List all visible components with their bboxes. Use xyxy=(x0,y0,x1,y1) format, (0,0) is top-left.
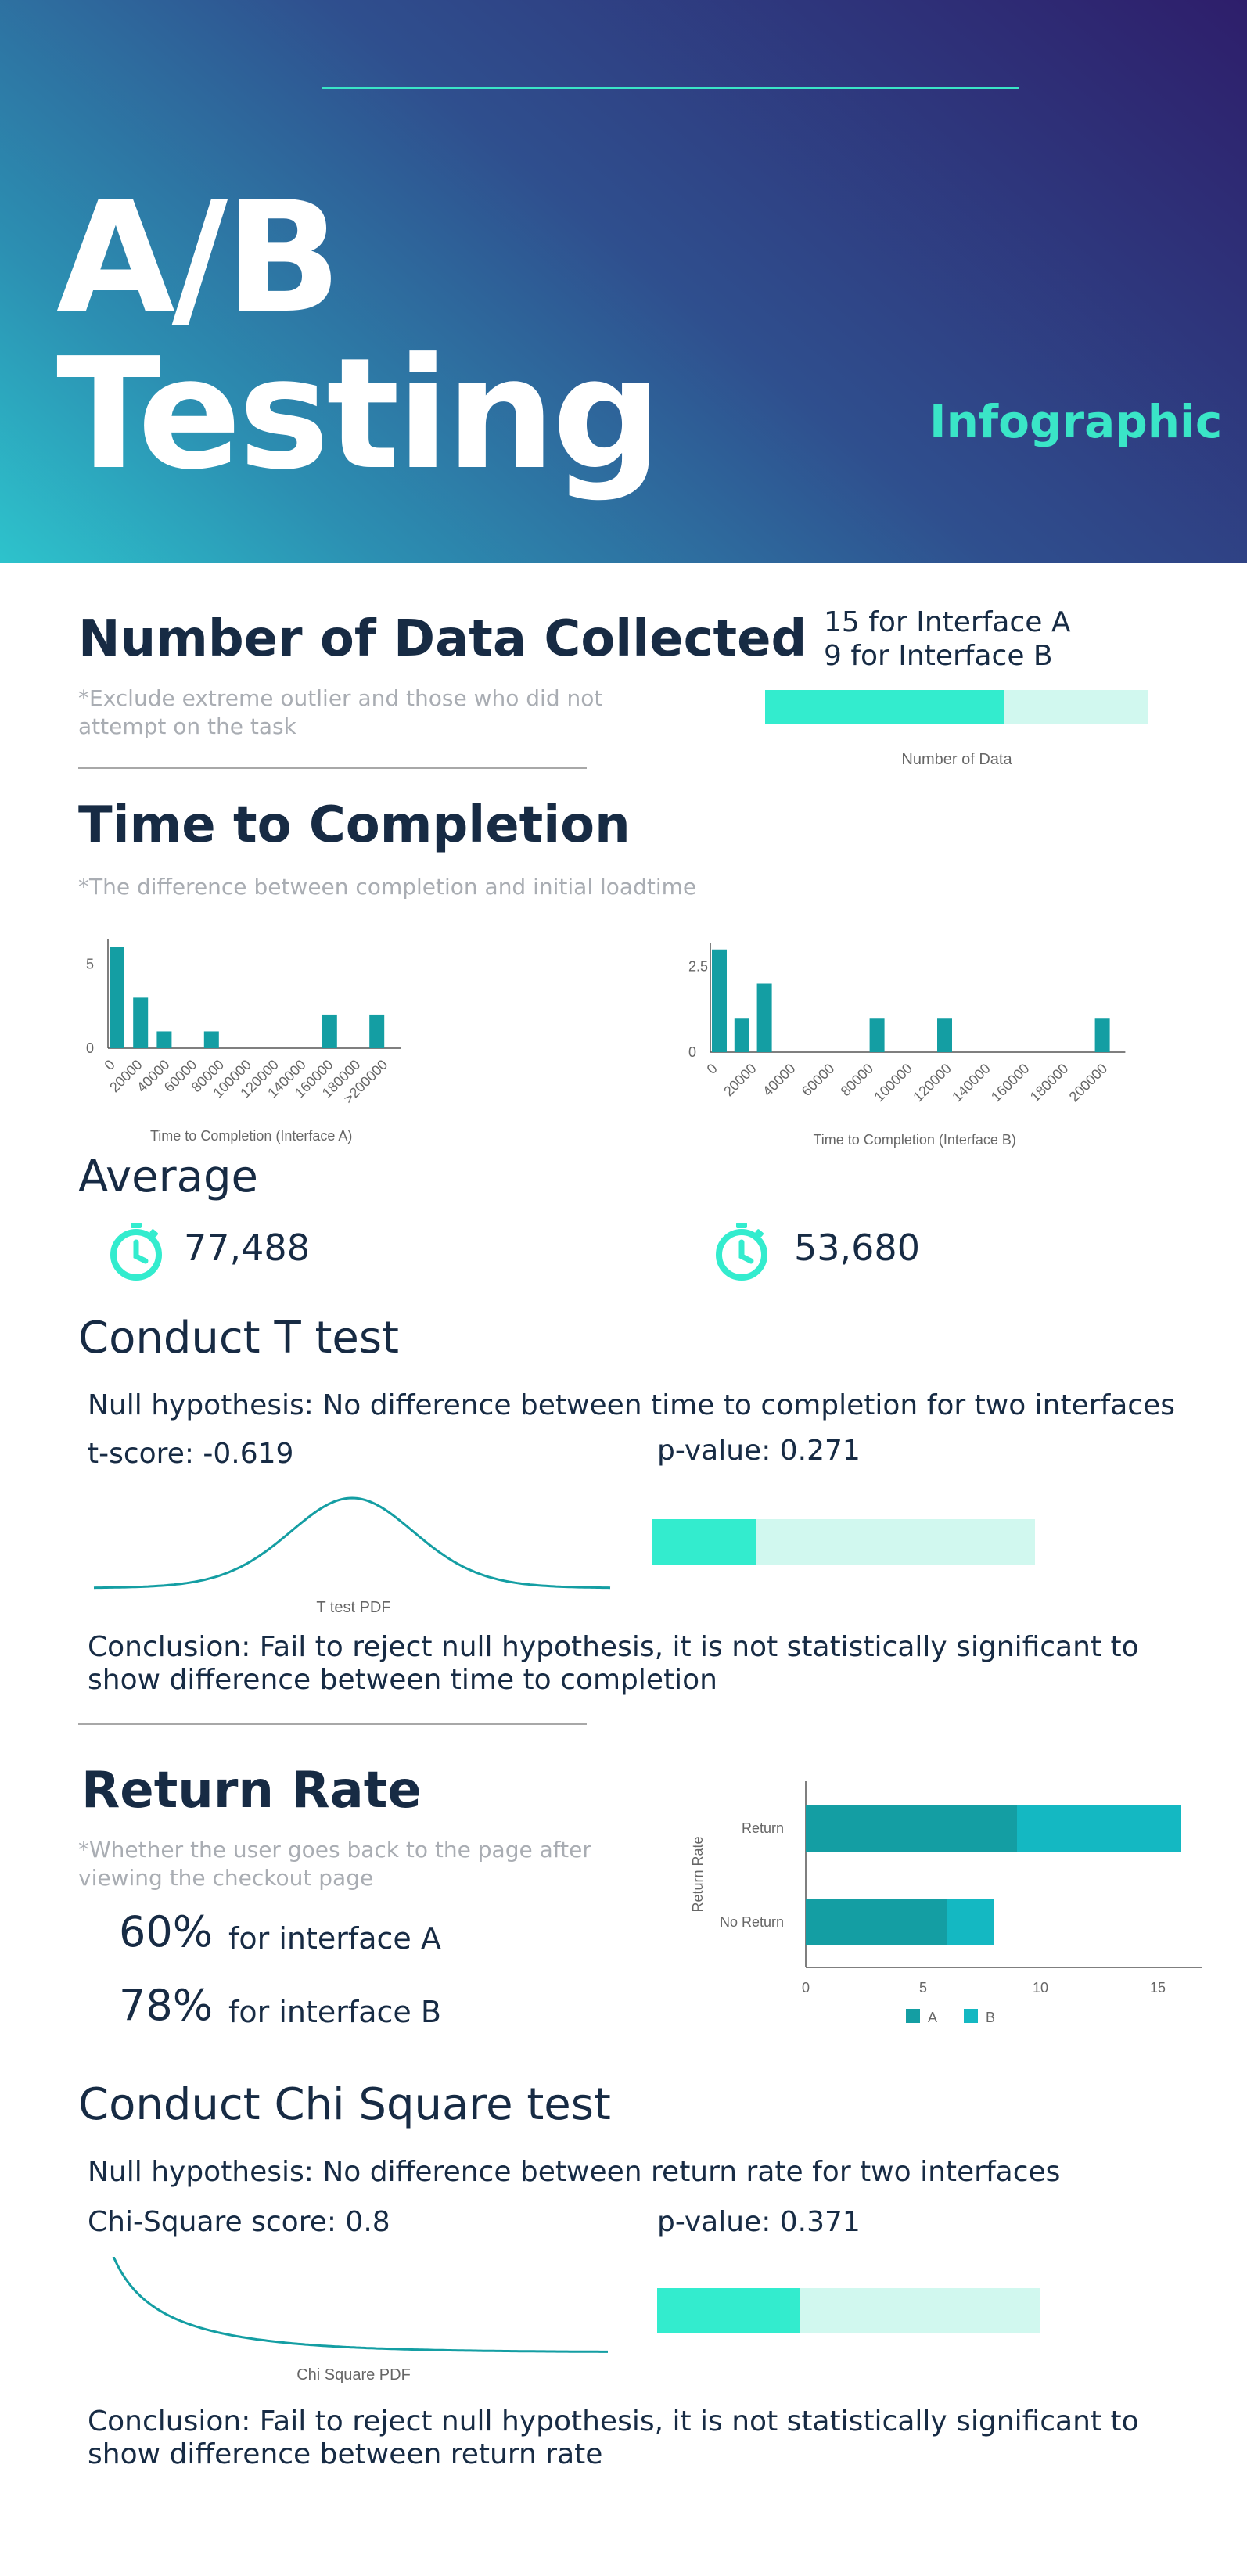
chisq-null-hypothesis: Null hypothesis: No difference between r… xyxy=(88,2156,1061,2188)
return-rate-chart: Return No Return 0 5 10 15 Return Rate A B xyxy=(690,1781,1202,2025)
x-tick-label: 0 xyxy=(704,1061,721,1077)
chisq-pvalue-bar xyxy=(657,2288,1040,2333)
x-tick-label: 0 xyxy=(102,1057,118,1073)
histogram-bar xyxy=(110,947,124,1048)
ttest-pvalue: p-value: 0.271 xyxy=(657,1435,861,1467)
histogram-bar xyxy=(937,1018,952,1052)
x-tick-label: 120000 xyxy=(910,1061,954,1105)
x-tick-label: 160000 xyxy=(988,1061,1033,1105)
x-axis-label: Time to Completion (Interface B) xyxy=(813,1132,1015,1148)
stopwatch-icon xyxy=(716,1223,767,1281)
histogram-interface-a: 0502000040000600008000010000012000014000… xyxy=(86,939,401,1144)
x-tick-label: 40000 xyxy=(760,1061,799,1100)
histogram-bar xyxy=(133,997,149,1048)
y-tick-label: 2.5 xyxy=(688,959,708,975)
return-rate-b-label: for interface B xyxy=(228,1995,441,2029)
data-collected-note: *Exclude extreme outlier and those who d… xyxy=(78,685,603,739)
histogram-bar xyxy=(1094,1018,1110,1052)
divider xyxy=(78,1723,587,1725)
histogram-bar xyxy=(712,949,727,1052)
y-tick-label: 0 xyxy=(688,1044,696,1060)
histogram-bar xyxy=(869,1018,885,1052)
legend-swatch xyxy=(964,2009,978,2023)
return-rate-bar-a xyxy=(806,1805,1017,1852)
x-tick-label: 5 xyxy=(919,1980,927,1996)
hero-title-line2: Testing xyxy=(56,325,662,504)
ttest-pdf-line xyxy=(93,1496,611,1590)
hero-accent-line xyxy=(322,87,1019,89)
histogram-bar xyxy=(369,1014,385,1048)
chisq-score: Chi-Square score: 0.8 xyxy=(88,2206,390,2238)
x-tick-label: 0 xyxy=(802,1980,810,1996)
x-tick-label: 20000 xyxy=(721,1061,760,1100)
hero-banner: A/B Testing Infographic xyxy=(0,0,1247,563)
legend-swatch xyxy=(906,2009,920,2023)
x-tick-label: 60000 xyxy=(799,1061,838,1100)
histogram-bar xyxy=(203,1031,219,1048)
histogram-bar xyxy=(322,1014,337,1048)
chisq-heading: Conduct Chi Square test xyxy=(78,2079,611,2130)
time-note: *The difference between completion and i… xyxy=(78,874,697,900)
data-count-a: 15 for Interface A xyxy=(824,606,1071,638)
return-rate-heading: Return Rate xyxy=(81,1762,422,1820)
chisq-pvalue-bar-fill xyxy=(657,2288,800,2333)
average-a-value: 77,488 xyxy=(184,1227,310,1269)
hero-subtitle: Infographic xyxy=(929,395,1223,448)
hero-title-line1: A/B xyxy=(56,169,342,347)
ttest-score: t-score: -0.619 xyxy=(88,1438,294,1470)
legend-label: B xyxy=(986,2010,995,2025)
x-tick-label: 15 xyxy=(1150,1980,1166,1996)
x-tick-label: 200000 xyxy=(1066,1061,1111,1105)
average-b-value: 53,680 xyxy=(794,1227,920,1269)
x-axis-label: Time to Completion (Interface A) xyxy=(150,1128,352,1144)
y-tick-label: 0 xyxy=(86,1040,94,1056)
ttest-pvalue-bar xyxy=(652,1519,1035,1565)
x-tick-label: 100000 xyxy=(871,1061,915,1105)
x-tick-label: 140000 xyxy=(949,1061,994,1105)
legend-label: A xyxy=(928,2010,937,2025)
data-count-bar-fill xyxy=(765,690,1005,724)
y-tick-label: 5 xyxy=(86,956,94,972)
return-rate-bar-b xyxy=(1017,1805,1181,1852)
y-tick-label: No Return xyxy=(720,1914,784,1930)
ttest-pvalue-bar-fill xyxy=(652,1519,756,1565)
y-axis-label: Return Rate xyxy=(690,1836,706,1912)
histogram-interface-b: 02.50 20000 40000 60000 80000100000120000140… xyxy=(688,943,1126,1148)
hero-title: A/B Testing xyxy=(56,169,662,504)
x-tick-label: 10 xyxy=(1033,1980,1048,1996)
return-rate-b-value: 78% xyxy=(119,1981,214,2030)
data-count-b: 9 for Interface B xyxy=(824,640,1053,672)
time-heading: Time to Completion xyxy=(78,796,631,854)
return-rate-bar-a xyxy=(806,1899,947,1945)
ttest-null-hypothesis: Null hypothesis: No difference between t… xyxy=(88,1389,1175,1421)
return-rate-bar-b xyxy=(947,1899,994,1945)
ttest-pdf-curve xyxy=(93,1496,611,1590)
x-tick-label: 180000 xyxy=(1027,1061,1072,1105)
data-count-bar xyxy=(765,690,1148,724)
data-collected-heading: Number of Data Collected xyxy=(78,610,807,668)
return-rate-a-label: for interface A xyxy=(228,1921,441,1956)
ttest-heading: Conduct T test xyxy=(78,1313,399,1363)
return-rate-a-value: 60% xyxy=(119,1907,214,1956)
data-count-caption: Number of Data xyxy=(901,751,1012,768)
histogram-bar xyxy=(156,1031,172,1048)
return-rate-note: *Whether the user goes back to the page … xyxy=(78,1837,591,1891)
chisq-pdf-line xyxy=(112,2257,608,2353)
ttest-pdf-caption: T test PDF xyxy=(316,1599,391,1616)
histogram-bar xyxy=(756,983,772,1052)
stopwatch-icon xyxy=(110,1223,162,1281)
divider xyxy=(78,767,587,769)
average-heading: Average xyxy=(78,1151,258,1202)
chisq-conclusion: Conclusion: Fail to reject null hypothes… xyxy=(88,2405,1139,2470)
histogram-bar xyxy=(734,1018,749,1052)
chisq-pdf-curve xyxy=(112,2257,608,2353)
chisq-pdf-caption: Chi Square PDF xyxy=(296,2366,411,2384)
chisq-pvalue: p-value: 0.371 xyxy=(657,2206,861,2238)
y-tick-label: Return xyxy=(742,1820,784,1836)
ttest-conclusion: Conclusion: Fail to reject null hypothes… xyxy=(88,1631,1139,1696)
